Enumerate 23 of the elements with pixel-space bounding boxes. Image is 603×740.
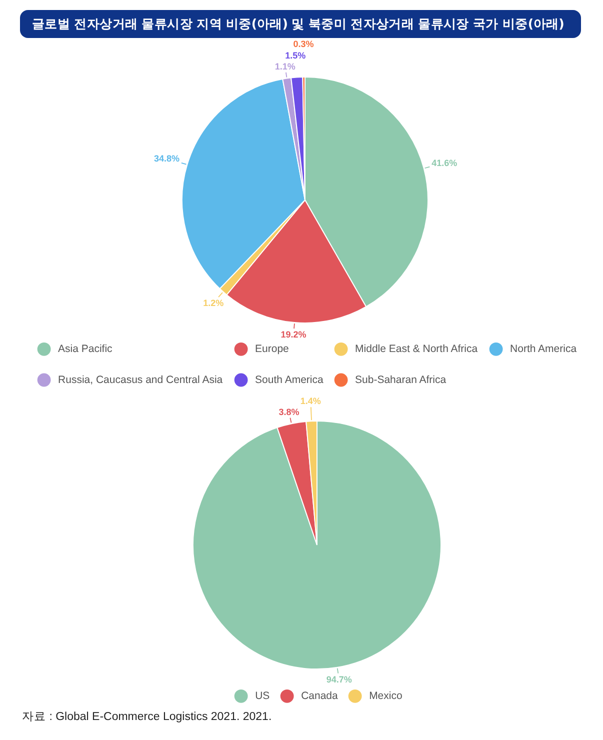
legend-label: Asia Pacific bbox=[58, 343, 112, 356]
legend-label: Canada bbox=[301, 690, 338, 702]
legend-label: Europe bbox=[255, 343, 290, 356]
legend-label: Sub-Saharan Africa bbox=[355, 374, 446, 386]
legend-label: Mexico bbox=[369, 690, 402, 702]
data-label: 41.6% bbox=[432, 158, 458, 168]
chart-title: 글로벌 전자상거래 물류시장 지역 비중(아래) 및 북중미 전자상거래 물류시장 국가 비중(아래) bbox=[32, 16, 564, 31]
data-label: 1.1% bbox=[274, 61, 296, 72]
data-label: 1.5% bbox=[285, 50, 306, 60]
pie-slice bbox=[192, 420, 442, 670]
legend-label: US bbox=[255, 690, 270, 702]
legend-label: South America bbox=[255, 374, 324, 386]
data-label: 19.2% bbox=[280, 330, 306, 340]
data-label: 94.7% bbox=[326, 674, 352, 684]
data-label: 0.3% bbox=[293, 39, 314, 50]
data-label: 3.8% bbox=[278, 406, 300, 417]
data-label: 1.2% bbox=[203, 298, 224, 308]
data-label: 34.8% bbox=[154, 154, 180, 164]
data-label: 1.4% bbox=[300, 396, 321, 406]
legend-label: Russia, Caucasus and Central Asia bbox=[58, 374, 223, 386]
legend-label: Middle East & North Africa bbox=[355, 343, 478, 356]
text: 자료 : Global E-Commerce Logistics 2021. 2021. bbox=[22, 711, 272, 723]
legend-label: North America bbox=[510, 343, 577, 356]
